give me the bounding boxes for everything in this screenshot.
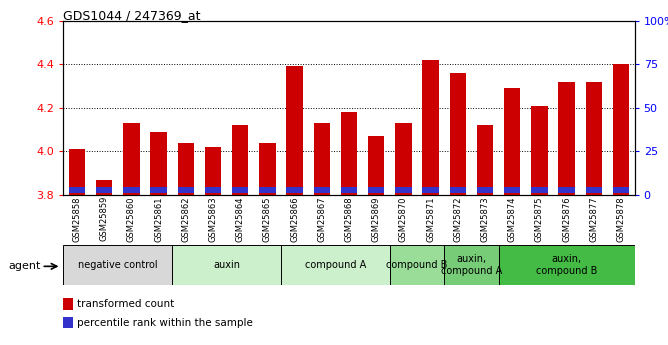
Bar — [477, 125, 493, 195]
Bar — [422, 60, 439, 195]
Bar — [314, 123, 330, 195]
Text: GSM25875: GSM25875 — [535, 196, 544, 241]
Text: compound B: compound B — [386, 260, 448, 270]
Bar — [69, 149, 86, 195]
Bar — [259, 187, 276, 193]
Text: GSM25866: GSM25866 — [290, 196, 299, 241]
Bar — [96, 187, 112, 193]
Bar — [341, 187, 357, 193]
Text: compound A: compound A — [305, 260, 366, 270]
Text: agent: agent — [8, 262, 40, 271]
Bar — [444, 245, 498, 285]
Text: GSM25871: GSM25871 — [426, 196, 435, 241]
Bar — [341, 112, 357, 195]
Bar — [504, 88, 520, 195]
Text: auxin,
compound B: auxin, compound B — [536, 254, 597, 276]
Bar — [287, 67, 303, 195]
Text: GSM25864: GSM25864 — [236, 196, 244, 241]
Bar — [395, 187, 411, 193]
Bar — [531, 106, 548, 195]
Bar — [586, 187, 602, 193]
Text: GSM25869: GSM25869 — [371, 196, 381, 241]
Text: GDS1044 / 247369_at: GDS1044 / 247369_at — [63, 9, 201, 22]
Bar — [172, 245, 281, 285]
Text: GSM25859: GSM25859 — [100, 196, 109, 241]
Bar — [150, 132, 167, 195]
Bar — [314, 187, 330, 193]
Bar — [477, 187, 493, 193]
Bar — [178, 143, 194, 195]
Text: auxin,
compound A: auxin, compound A — [441, 254, 502, 276]
Bar — [395, 123, 411, 195]
Bar — [368, 136, 384, 195]
Text: GSM25862: GSM25862 — [181, 196, 190, 241]
Text: GSM25877: GSM25877 — [589, 196, 599, 241]
Bar — [63, 298, 73, 310]
Text: transformed count: transformed count — [77, 299, 175, 309]
Bar — [390, 245, 444, 285]
Bar — [150, 187, 167, 193]
Bar — [281, 245, 390, 285]
Text: GSM25878: GSM25878 — [617, 196, 625, 241]
Text: GSM25860: GSM25860 — [127, 196, 136, 241]
Bar — [63, 317, 73, 328]
Text: GSM25874: GSM25874 — [508, 196, 517, 241]
Text: GSM25873: GSM25873 — [480, 196, 490, 241]
Bar — [450, 187, 466, 193]
Bar — [558, 82, 574, 195]
Bar — [69, 187, 86, 193]
Bar — [613, 64, 629, 195]
Text: percentile rank within the sample: percentile rank within the sample — [77, 318, 253, 328]
Bar — [205, 187, 221, 193]
Bar — [498, 245, 635, 285]
Bar — [368, 187, 384, 193]
Bar — [232, 187, 248, 193]
Text: GSM25870: GSM25870 — [399, 196, 408, 241]
Text: GSM25861: GSM25861 — [154, 196, 163, 241]
Bar — [178, 187, 194, 193]
Bar — [558, 187, 574, 193]
Bar — [287, 187, 303, 193]
Text: GSM25876: GSM25876 — [562, 196, 571, 241]
Bar — [586, 82, 602, 195]
Bar — [259, 143, 276, 195]
Text: negative control: negative control — [78, 260, 158, 270]
Text: GSM25868: GSM25868 — [345, 196, 353, 241]
Bar — [232, 125, 248, 195]
Bar — [124, 187, 140, 193]
Text: auxin: auxin — [213, 260, 240, 270]
Bar — [504, 187, 520, 193]
Bar — [422, 187, 439, 193]
Bar — [63, 245, 172, 285]
Text: GSM25863: GSM25863 — [208, 196, 218, 241]
Text: GSM25865: GSM25865 — [263, 196, 272, 241]
Bar — [450, 73, 466, 195]
Bar — [124, 123, 140, 195]
Text: GSM25858: GSM25858 — [73, 196, 81, 241]
Bar — [531, 187, 548, 193]
Bar — [205, 147, 221, 195]
Text: GSM25867: GSM25867 — [317, 196, 327, 241]
Bar — [613, 187, 629, 193]
Text: GSM25872: GSM25872 — [454, 196, 462, 241]
Bar — [96, 180, 112, 195]
